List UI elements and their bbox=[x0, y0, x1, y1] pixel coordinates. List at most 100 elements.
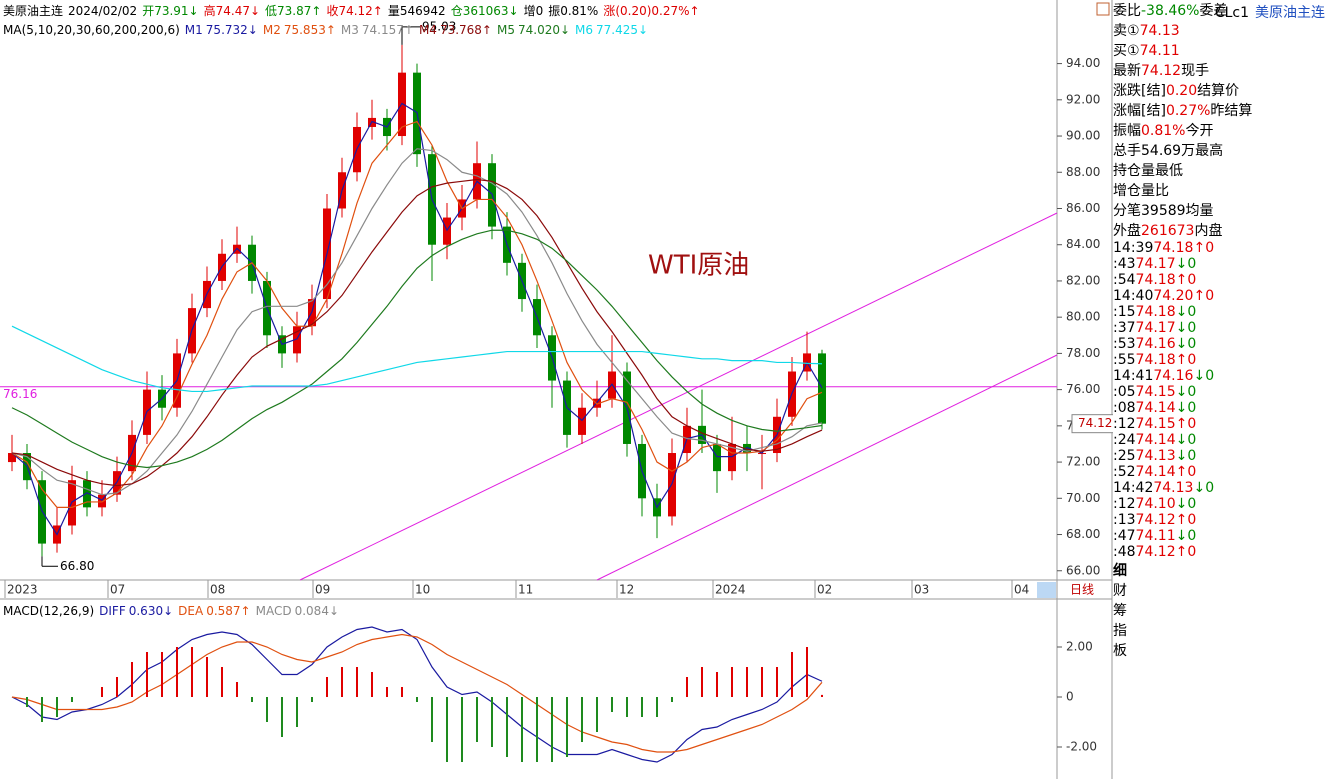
y-tick-label: 88.00 bbox=[1066, 165, 1100, 179]
tick-row: 14:4074.20↑0 bbox=[1113, 288, 1329, 304]
y-tick-label: 68.00 bbox=[1066, 527, 1100, 541]
tick-price: 74.14↑ bbox=[1136, 464, 1188, 480]
row-label: 最新 bbox=[1113, 63, 1141, 79]
quote-field: 2024/02/02 bbox=[68, 4, 138, 18]
y-tick-label: 84.00 bbox=[1066, 237, 1100, 251]
chart-area: WTI原油 66.0068.0070.0072.0074.0076.0078.0… bbox=[0, 0, 1113, 779]
ma-line bbox=[11, 325, 823, 393]
tick-row: :5574.18↑0 bbox=[1113, 352, 1329, 368]
quote-field: 增0 bbox=[523, 4, 544, 18]
tick-price-number: 74.20 bbox=[1153, 288, 1194, 304]
tick-arrow: ↓ bbox=[1175, 256, 1188, 272]
tick-time: :52 bbox=[1113, 464, 1136, 480]
tick-time: :15 bbox=[1113, 304, 1136, 320]
series-value: 0.084↓ bbox=[294, 604, 340, 618]
tick-arrow: ↑ bbox=[1175, 464, 1188, 480]
row-label: 分笔 bbox=[1113, 203, 1141, 219]
tick-price: 74.20↑ bbox=[1153, 288, 1205, 304]
quote-field: 低73.87↑ bbox=[265, 4, 322, 18]
tick-price: 74.15↑ bbox=[1136, 416, 1188, 432]
panel-tab[interactable]: 细 bbox=[1113, 560, 1329, 580]
tick-price: 74.13↓ bbox=[1136, 448, 1188, 464]
period-label[interactable]: 日线 bbox=[1070, 583, 1094, 597]
y-tick-label: 76.00 bbox=[1066, 382, 1100, 396]
tick-row: :4774.11↓0 bbox=[1113, 528, 1329, 544]
panel-tab[interactable]: 板 bbox=[1113, 643, 1127, 659]
y-tick-label: 66.00 bbox=[1066, 563, 1100, 577]
tick-volume: 0 bbox=[1187, 384, 1197, 400]
quote-field: 高74.47↓ bbox=[203, 4, 261, 18]
ma-legend-item: M5 74.020↓ bbox=[497, 23, 570, 37]
tick-volume: 0 bbox=[1187, 304, 1197, 320]
tick-row: 14:3974.18↑0 bbox=[1113, 240, 1329, 256]
scroll-box[interactable] bbox=[1037, 582, 1056, 598]
quote-row: 增仓量比 bbox=[1113, 180, 1329, 200]
window-button[interactable] bbox=[1096, 2, 1110, 16]
date-label: 2023 bbox=[7, 583, 38, 597]
ma-legend-item: M3 74.157↑ bbox=[341, 23, 414, 37]
quote-field: 开73.91↓ bbox=[142, 4, 199, 18]
row-value: 74.12 bbox=[1141, 63, 1182, 79]
annotation: WTI原油 bbox=[648, 251, 749, 281]
row-label2: 最低 bbox=[1155, 163, 1183, 179]
tick-time: :08 bbox=[1113, 400, 1136, 416]
tick-volume: 0 bbox=[1205, 480, 1215, 496]
tick-price: 74.17↓ bbox=[1136, 320, 1188, 336]
tick-arrow: ↑ bbox=[1193, 288, 1206, 304]
quote-field: 振0.81% bbox=[548, 4, 599, 18]
high-label: 95.03 bbox=[422, 19, 456, 33]
tick-price-number: 74.18 bbox=[1135, 304, 1176, 320]
tick-row: :0574.15↓0 bbox=[1113, 384, 1329, 400]
row-label: 涨跌[结] bbox=[1113, 83, 1166, 99]
macd-legend-item: MACD 0.084↓ bbox=[256, 604, 339, 618]
tick-time: :12 bbox=[1113, 416, 1136, 432]
date-label: 02 bbox=[817, 583, 832, 597]
date-label: 11 bbox=[518, 583, 533, 597]
candle-body bbox=[743, 443, 751, 454]
tick-arrow: ↓ bbox=[1175, 448, 1188, 464]
tick-price: 74.18↓ bbox=[1136, 304, 1188, 320]
tick-arrow: ↑ bbox=[1175, 512, 1188, 528]
tick-price-number: 74.12 bbox=[1135, 544, 1176, 560]
tick-price: 74.14↓ bbox=[1136, 400, 1188, 416]
row-value: 261673 bbox=[1141, 223, 1195, 239]
tick-arrow: ↑ bbox=[1193, 240, 1206, 256]
tick-volume: 0 bbox=[1187, 336, 1197, 352]
tick-arrow: ↓ bbox=[1193, 480, 1206, 496]
trend-line bbox=[299, 212, 1058, 581]
tick-volume: 0 bbox=[1187, 320, 1197, 336]
tick-time: :13 bbox=[1113, 512, 1136, 528]
tick-price-number: 74.12 bbox=[1135, 512, 1176, 528]
row-label2: 最高 bbox=[1195, 143, 1224, 159]
tick-arrow: ↓ bbox=[1193, 368, 1206, 384]
tick-price-number: 74.10 bbox=[1135, 496, 1176, 512]
tick-volume: 0 bbox=[1187, 448, 1197, 464]
tick-volume: 0 bbox=[1187, 256, 1197, 272]
tick-price-number: 74.18 bbox=[1153, 240, 1194, 256]
tick-row: :2474.14↓0 bbox=[1113, 432, 1329, 448]
date-label: 2024 bbox=[715, 583, 746, 597]
tick-price: 74.18↑ bbox=[1153, 240, 1205, 256]
tick-arrow: ↓ bbox=[1175, 384, 1188, 400]
y-tick-label: 78.00 bbox=[1066, 346, 1100, 360]
tick-volume: 0 bbox=[1187, 272, 1197, 288]
tick-row: :5474.18↑0 bbox=[1113, 272, 1329, 288]
tick-row: :5374.16↓0 bbox=[1113, 336, 1329, 352]
candle-body bbox=[98, 494, 106, 508]
tick-row: :4874.12↑0 bbox=[1113, 544, 1329, 560]
candle-body bbox=[818, 353, 826, 424]
tick-arrow: ↓ bbox=[1175, 336, 1188, 352]
quote-field: 仓361063↓ bbox=[450, 4, 519, 18]
tick-price: 74.11↓ bbox=[1136, 528, 1188, 544]
tick-time: 14:41 bbox=[1113, 368, 1154, 384]
panel-tab[interactable]: 指 bbox=[1113, 623, 1127, 639]
date-label: 10 bbox=[415, 583, 430, 597]
tick-price-number: 74.16 bbox=[1135, 336, 1176, 352]
tick-volume: 0 bbox=[1187, 512, 1197, 528]
row-value: 74.11 bbox=[1139, 43, 1180, 59]
panel-tab[interactable]: 财 bbox=[1113, 583, 1127, 599]
quote-row: 最新74.12现手 bbox=[1113, 60, 1329, 80]
panel-tab[interactable]: 筹 bbox=[1113, 603, 1127, 619]
row-label: 振幅 bbox=[1113, 123, 1141, 139]
ma-value: 73.768↑ bbox=[439, 23, 492, 37]
